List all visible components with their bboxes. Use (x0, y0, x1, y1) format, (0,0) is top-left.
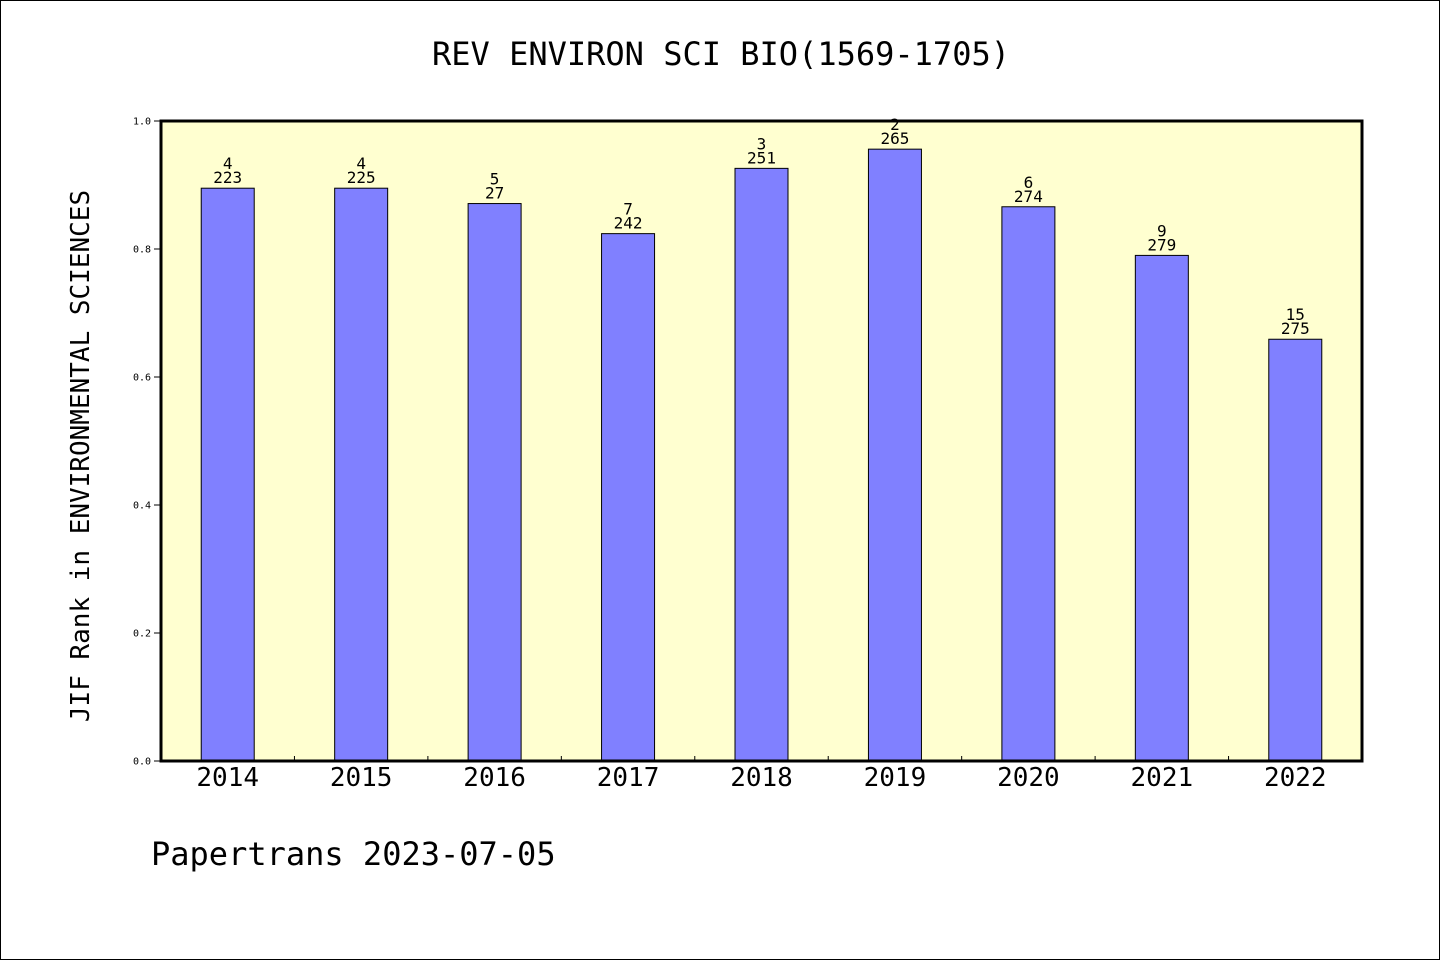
x-tick-label: 2022 (1264, 763, 1327, 793)
bar-2020 (1001, 206, 1056, 762)
bar-total-label: 279 (1147, 235, 1176, 254)
x-tick-label: 2018 (730, 763, 793, 793)
bar-total-label: 275 (1281, 319, 1310, 338)
x-tick-label: 2015 (330, 763, 393, 793)
x-tick-label: 2016 (463, 763, 526, 793)
bar-2017 (601, 233, 656, 762)
bar-total-label: 251 (747, 148, 776, 167)
bar-total-label: 274 (1014, 187, 1043, 206)
chart-title: REV ENVIRON SCI BIO(1569-1705) (432, 35, 1010, 73)
y-tick-label: 0.2 (133, 629, 151, 640)
bar-2022 (1268, 338, 1323, 762)
plot-border (159, 119, 1364, 763)
footer-credit: Papertrans 2023-07-05 (151, 835, 556, 873)
bar-2014 (200, 187, 255, 762)
x-tick-label: 2020 (997, 763, 1060, 793)
x-tick-label: 2014 (196, 763, 259, 793)
y-tick-label: 0.0 (133, 757, 151, 768)
bar-2018 (734, 167, 789, 762)
bar-rank-label: 6 (1024, 173, 1034, 192)
bar-rank-label: 9 (1157, 221, 1167, 240)
bar-rank-label: 4 (223, 154, 233, 173)
bar-total-label: 242 (614, 214, 643, 233)
x-tick-label: 2017 (597, 763, 660, 793)
bar-rank-label: 7 (623, 200, 633, 219)
bar-rank-label: 2 (890, 115, 900, 134)
bar-rank-label: 5 (490, 170, 500, 189)
y-tick-label: 0.6 (133, 373, 151, 384)
bar-total-label: 225 (347, 168, 376, 187)
y-tick-label: 1.0 (133, 117, 151, 128)
bar-rank-label: 15 (1286, 305, 1305, 324)
bar-2019 (867, 148, 922, 762)
bar-total-label: 265 (880, 129, 909, 148)
bar-2015 (334, 187, 389, 762)
bar-2021 (1134, 254, 1189, 762)
bar-total-label: 223 (213, 168, 242, 187)
bar-total-label: 27 (485, 184, 504, 203)
x-tick-label: 2021 (1131, 763, 1194, 793)
x-tick-label: 2019 (864, 763, 927, 793)
y-tick-label: 0.4 (133, 501, 151, 512)
y-tick-label: 0.8 (133, 245, 151, 256)
bar-2016 (467, 203, 522, 762)
bar-rank-label: 3 (757, 134, 767, 153)
bar-rank-label: 4 (356, 154, 366, 173)
